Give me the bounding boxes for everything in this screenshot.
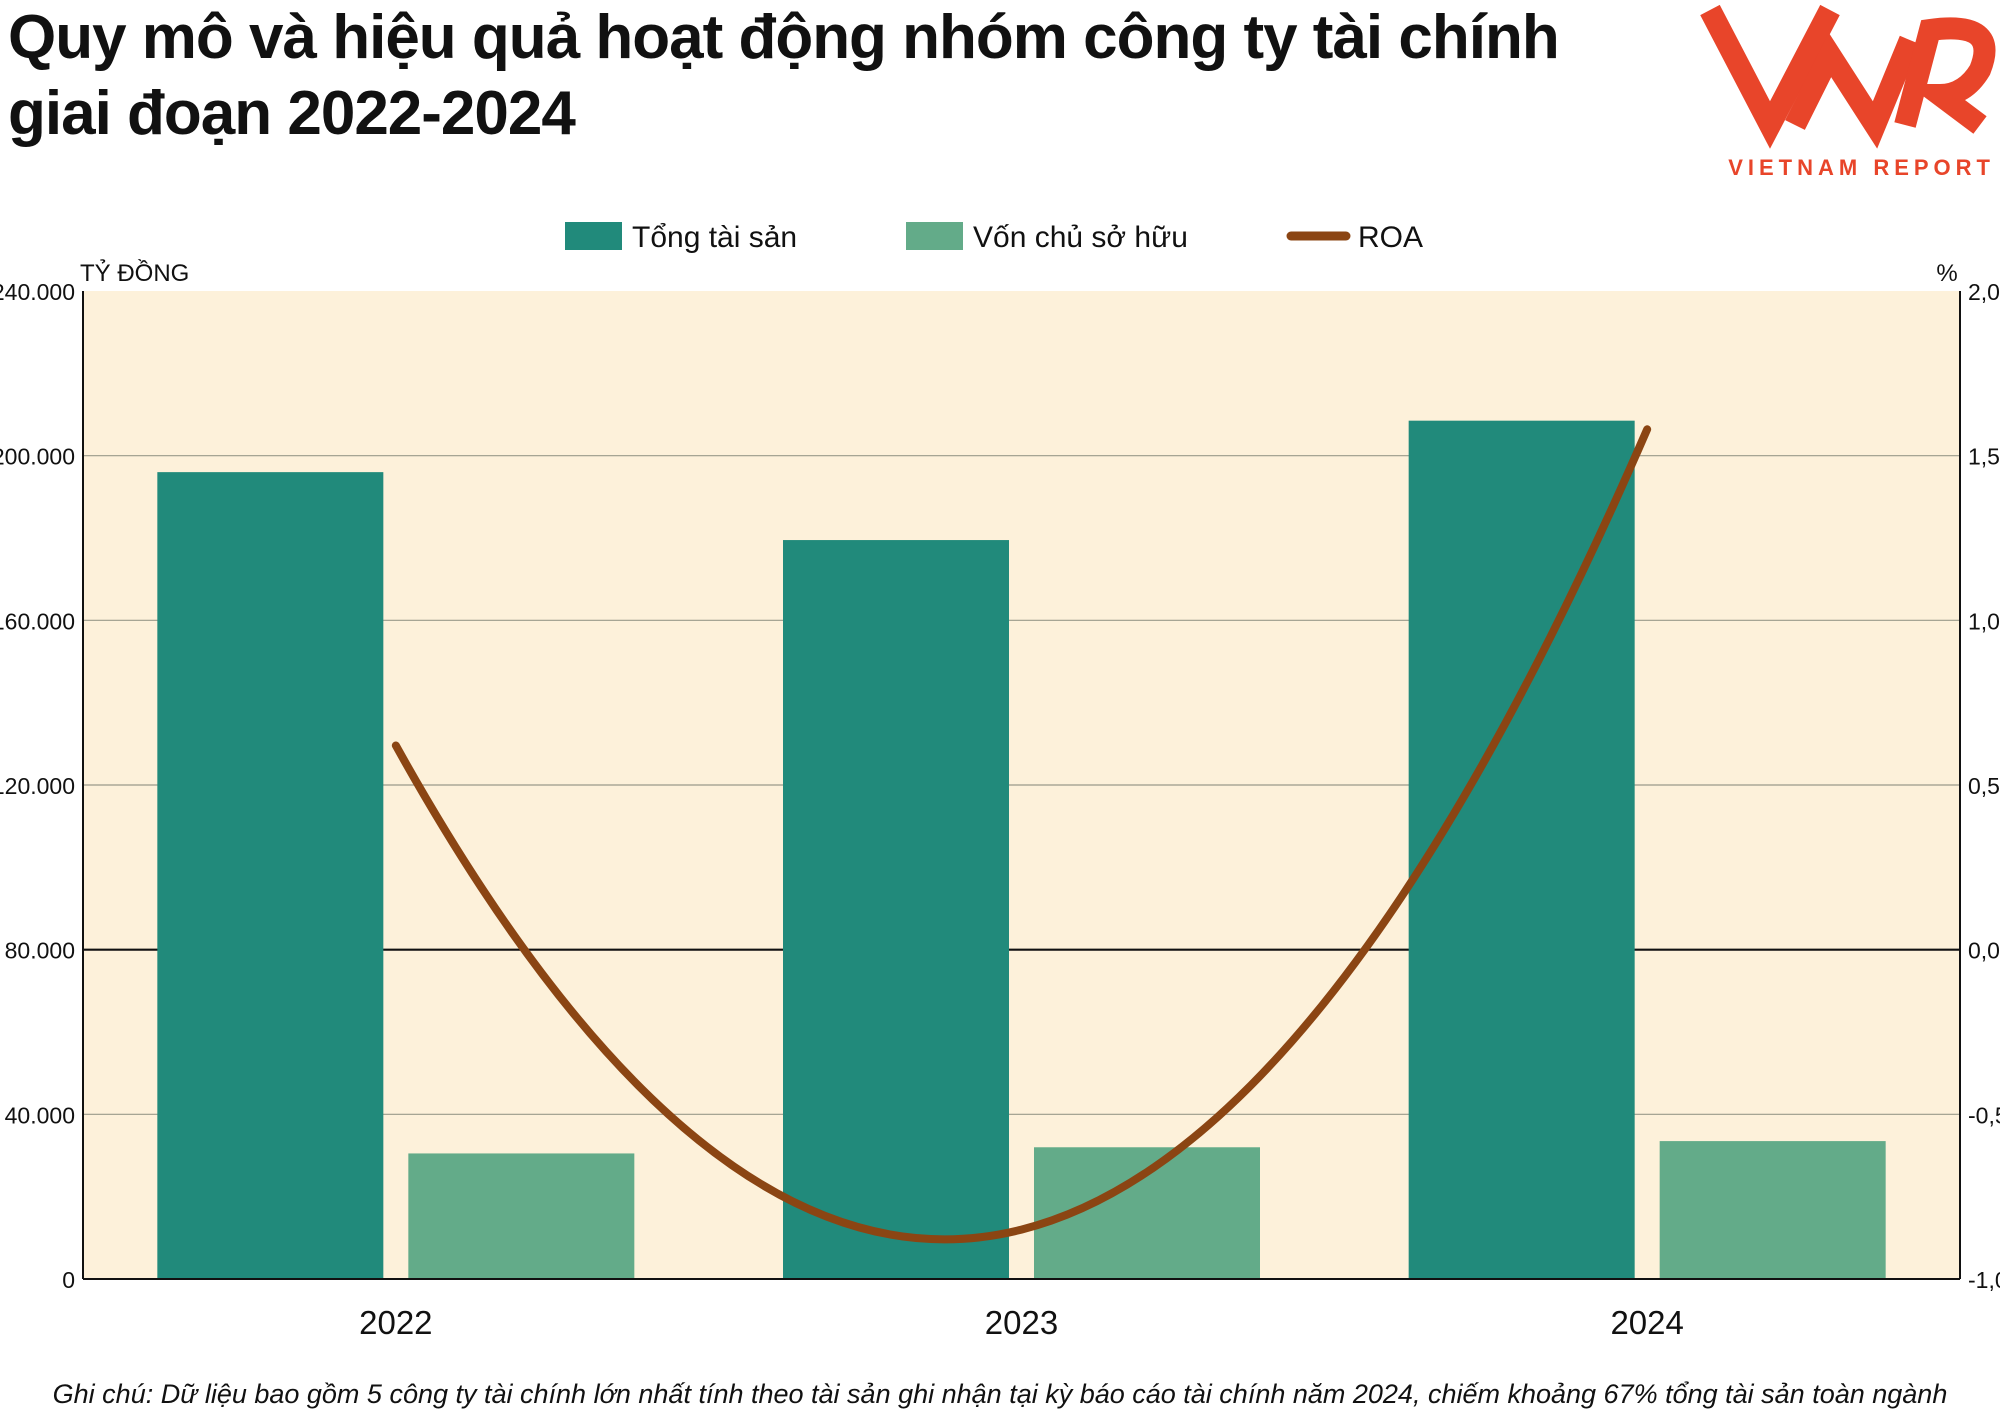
x-tick-label: 2023 [985, 1304, 1058, 1341]
left-tick-label: 0 [62, 1267, 75, 1293]
left-tick-label: 80.000 [5, 938, 75, 964]
right-tick-label: -0,5 [1968, 1102, 2000, 1128]
gridlines [83, 455, 1960, 1115]
bar-equity-2022 [408, 1153, 635, 1279]
legend-label-equity: Vốn chủ sở hữu [973, 221, 1188, 254]
bar-equity-2024 [1659, 1141, 1886, 1279]
x-tick-label: 2022 [359, 1304, 432, 1341]
left-axis-label: TỶ ĐỒNG [80, 258, 189, 287]
logo-tagline: VIETNAM REPORT [1728, 155, 1995, 180]
title-line-1: Quy mô và hiệu quả hoạt động nhóm công t… [8, 3, 1560, 72]
left-tick-label: 120.000 [0, 773, 75, 799]
legend-swatch-total-assets [565, 222, 622, 250]
legend-label-roa: ROA [1358, 221, 1423, 254]
footnote: Ghi chú: Dữ liệu bao gồm 5 công ty tài c… [52, 1379, 1948, 1409]
right-tick-label: 1,5 [1968, 444, 2000, 470]
legend: Tổng tài sản Vốn chủ sở hữu ROA [565, 221, 1423, 254]
right-tick-label: 0,0 [1968, 938, 2000, 964]
legend-label-total-assets: Tổng tài sản [632, 221, 797, 254]
roa-line [391, 425, 1652, 1244]
logo-n-shape [1785, 32, 1921, 149]
legend-swatch-equity [906, 222, 963, 250]
chart-title: Quy mô và hiệu quả hoạt động nhóm công t… [8, 0, 1708, 152]
right-tick-label: 0,5 [1968, 773, 2000, 799]
title-line-2: giai đoạn 2022-2024 [8, 79, 576, 148]
left-tick-label: 160.000 [0, 608, 75, 634]
left-tick-label: 200.000 [0, 444, 75, 470]
axes: 0 40.000 80.000 120.000 160.000 200.000 240.00… [0, 279, 2000, 1341]
bar-total-assets-2024 [1408, 420, 1635, 1279]
right-tick-label: 2,0 [1968, 279, 2000, 305]
bar-total-assets-2022 [157, 472, 384, 1280]
logo-v-shape [1700, 4, 1840, 149]
x-tick-label: 2024 [1610, 1304, 1683, 1341]
logo-r-shape [1894, 17, 1996, 134]
right-tick-label: 1,0 [1968, 608, 2000, 634]
bars [157, 420, 1886, 1280]
vnr-logo: VIETNAM REPORT [1700, 4, 1996, 180]
bar-total-assets-2023 [783, 540, 1009, 1279]
left-tick-label: 40.000 [5, 1102, 75, 1128]
right-tick-label: -1,0 [1968, 1267, 2000, 1293]
left-tick-label: 240.000 [0, 279, 75, 305]
roa-line-layer [391, 425, 1652, 1244]
right-axis-label: % [1936, 260, 1957, 287]
